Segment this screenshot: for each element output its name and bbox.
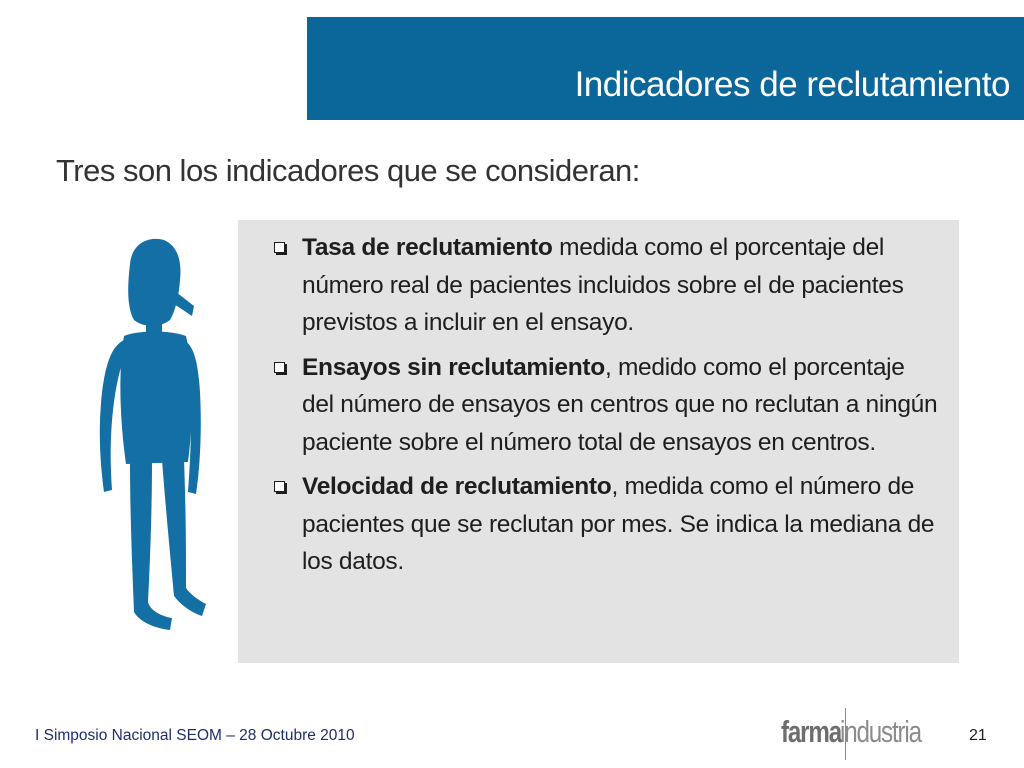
- bullet-text: , medido como el porcentaje del número d…: [302, 353, 938, 456]
- checkbox-bullet-icon: [274, 242, 285, 253]
- slide-subtitle: Tres son los indicadores que se consider…: [56, 153, 640, 188]
- bullet-lead: Tasa de reclutamiento: [302, 234, 553, 261]
- logo-part-industria: industria: [839, 714, 922, 749]
- page-number: 21: [969, 727, 987, 744]
- slide-title: Indicadores de reclutamiento: [574, 65, 1011, 104]
- title-bar: Indicadores de reclutamiento: [307, 17, 1024, 120]
- bullet-lead: Ensayos sin reclutamiento: [302, 353, 605, 381]
- person-figure-icon: [99, 238, 206, 630]
- footer-event: I Simposio Nacional SEOM – 28 Octubre 20…: [35, 727, 355, 744]
- checkbox-bullet-icon: [274, 481, 285, 492]
- logo-part-farma: farma: [781, 714, 842, 749]
- indicators-box: Tasa de reclutamiento medida como el por…: [238, 220, 959, 663]
- list-item: Velocidad de reclutamiento, medida como …: [270, 468, 940, 581]
- logo-divider: [845, 708, 846, 760]
- bullet-text: medida como el porcentaje del número rea…: [302, 234, 904, 336]
- bullet-text: , medida como el número de pacientes que…: [302, 473, 935, 575]
- checkbox-bullet-icon: [274, 361, 285, 373]
- list-item: Ensayos sin reclutamiento, medido como e…: [270, 349, 940, 462]
- farmaindustria-logo: farma industria: [781, 712, 944, 752]
- bullet-lead: Velocidad de reclutamiento: [302, 473, 612, 500]
- indicators-list: Tasa de reclutamiento medida como el por…: [270, 229, 940, 588]
- list-item: Tasa de reclutamiento medida como el por…: [270, 229, 940, 342]
